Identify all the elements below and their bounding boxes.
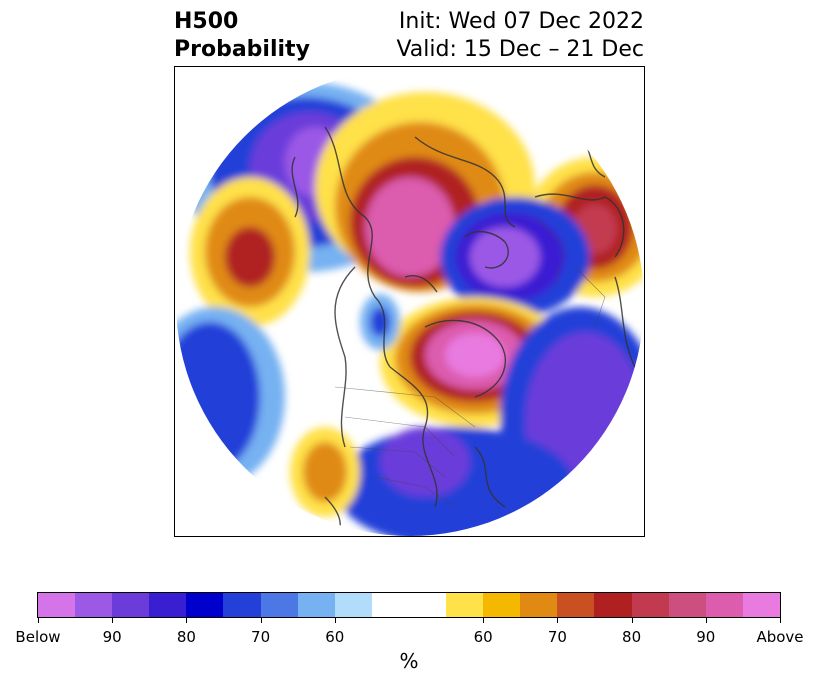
colorbar-tick-label: 60 xyxy=(473,628,493,646)
forecast-dates: Init: Wed 07 Dec 2022 Valid: 15 Dec – 21… xyxy=(396,8,644,64)
colorbar-unit: % xyxy=(399,649,419,673)
colorbar-tick-mark xyxy=(557,618,559,623)
polar-map-svg xyxy=(176,68,644,536)
colorbar-segment xyxy=(260,593,298,617)
colorbar-tick-label: 70 xyxy=(547,628,567,646)
valid-range: Valid: 15 Dec – 21 Dec xyxy=(396,37,644,62)
colorbar-tick-mark xyxy=(705,618,707,623)
colorbar-tick-mark xyxy=(780,618,781,623)
colorbar-segment xyxy=(594,593,632,617)
colorbar-tick-mark xyxy=(38,618,39,623)
colorbar-tick-label: Below xyxy=(15,628,61,646)
title-line-2: Probability xyxy=(174,37,310,62)
colorbar-tick-mark xyxy=(186,618,188,623)
colorbar-tick-label: 90 xyxy=(696,628,716,646)
colorbar-tick-mark xyxy=(483,618,485,623)
colorbar-segment xyxy=(186,593,224,617)
colorbar-tick-label: 90 xyxy=(102,628,122,646)
colorbar-tick-mark xyxy=(334,618,336,623)
colorbar-segment xyxy=(520,593,558,617)
colorbar-segment xyxy=(112,593,150,617)
forecast-disk xyxy=(176,68,644,536)
title-line-1: H500 xyxy=(174,9,239,34)
colorbar-tick-label: 70 xyxy=(251,628,271,646)
colorbar-segment xyxy=(38,593,76,617)
colorbar-tick-label: 60 xyxy=(325,628,345,646)
colorbar-tick-mark xyxy=(631,618,633,623)
colorbar-segment xyxy=(705,593,743,617)
colorbar-segment xyxy=(75,593,113,617)
colorbar-tick-mark xyxy=(260,618,262,623)
colorbar-segment xyxy=(446,593,484,617)
init-date: Init: Wed 07 Dec 2022 xyxy=(398,9,644,34)
colorbar-tick-label: 80 xyxy=(622,628,642,646)
colorbar-segment xyxy=(483,593,521,617)
colorbar-tick-mark xyxy=(112,618,114,623)
colorbar-segment xyxy=(223,593,261,617)
colorbar-segment xyxy=(631,593,669,617)
borders xyxy=(334,216,606,508)
colorbar-segment xyxy=(557,593,595,617)
colorbar-segment xyxy=(371,593,447,617)
colorbar-segment xyxy=(742,593,780,617)
colorbar-segment xyxy=(334,593,372,617)
chart-title: H500 Probability xyxy=(174,8,310,64)
colorbar xyxy=(37,592,781,618)
colorbar-tick-label: Above xyxy=(756,628,804,646)
colorbar-segment xyxy=(668,593,706,617)
colorbar-tick-label: 80 xyxy=(176,628,196,646)
probability-map xyxy=(174,66,645,537)
colorbar-segment xyxy=(149,593,187,617)
colorbar-segment xyxy=(297,593,335,617)
